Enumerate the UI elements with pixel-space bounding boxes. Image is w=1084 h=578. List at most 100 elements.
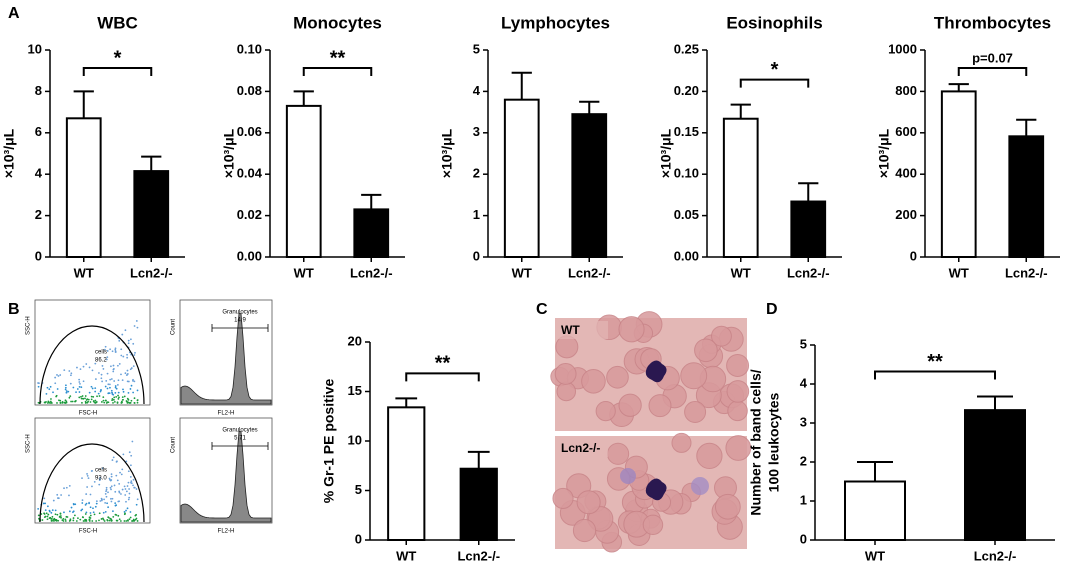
event-dot	[112, 364, 115, 367]
event-dot	[92, 395, 95, 398]
event-dot	[111, 497, 114, 500]
event-dot	[71, 400, 74, 403]
event-dot	[117, 391, 120, 394]
event-dot	[113, 380, 116, 382]
event-dot	[69, 395, 72, 398]
event-dot	[85, 493, 88, 495]
y-axis-label: ×10³/μL	[876, 128, 892, 178]
histogram-plot	[179, 299, 273, 406]
significance-bracket	[302, 67, 373, 76]
event-dot	[48, 388, 51, 391]
y-tick-label: 4	[35, 166, 43, 181]
event-dot	[129, 388, 132, 390]
event-dot	[133, 354, 136, 356]
event-dot	[77, 517, 79, 520]
event-dot	[120, 373, 122, 376]
event-dot	[128, 496, 131, 499]
y-tick-label: 15	[348, 383, 362, 398]
y-tick-label: 0	[910, 248, 917, 263]
significance-label: *	[771, 59, 779, 81]
event-dot	[76, 388, 79, 390]
event-dot	[127, 498, 130, 501]
event-dot	[56, 388, 59, 390]
event-dot	[136, 498, 139, 501]
event-dot	[46, 402, 49, 404]
event-dot	[117, 514, 120, 517]
event-dot	[118, 482, 121, 485]
event-dot	[78, 396, 81, 399]
event-dot	[96, 395, 98, 398]
event-dot	[89, 401, 92, 403]
y-tick-label: 5	[800, 336, 807, 351]
event-dot	[107, 392, 110, 395]
bar	[65, 117, 102, 258]
event-dot	[95, 401, 98, 404]
event-dot	[48, 510, 51, 513]
event-dot	[104, 501, 107, 504]
event-dot	[73, 514, 76, 517]
x-tick-label: WT	[512, 265, 532, 280]
y-tick-label: 0.25	[674, 41, 699, 56]
event-dot	[57, 375, 60, 377]
event-dot	[124, 329, 127, 332]
event-dot	[74, 503, 77, 506]
y-tick-label: 6	[35, 124, 42, 139]
event-dot	[70, 506, 73, 509]
event-dot	[72, 503, 75, 506]
event-dot	[133, 397, 136, 400]
red-cell	[648, 394, 672, 418]
event-dot	[126, 397, 129, 400]
bar	[940, 90, 977, 259]
event-dot	[101, 498, 103, 501]
red-cell	[552, 487, 574, 509]
red-cell	[726, 380, 750, 403]
marker-label: Granulocytes	[222, 310, 257, 316]
event-dot	[102, 368, 105, 370]
event-dot	[127, 481, 130, 484]
red-cell	[642, 514, 664, 536]
event-dot	[121, 333, 124, 336]
x-tick-label: Lcn2-/-	[350, 265, 393, 280]
event-dot	[85, 511, 88, 514]
event-dot	[84, 401, 87, 404]
event-dot	[92, 400, 95, 402]
event-dot	[135, 488, 138, 490]
event-dot	[126, 519, 129, 522]
x-tick-label: WT	[949, 265, 969, 280]
event-dot	[56, 493, 59, 496]
significance-label: p=0.07	[972, 50, 1013, 65]
event-dot	[54, 382, 57, 385]
y-axis-label: 100 leukocytes	[766, 392, 782, 492]
x-tick-label: Lcn2-/-	[457, 548, 500, 563]
event-dot	[86, 486, 89, 488]
event-dot	[86, 401, 89, 404]
event-dot	[129, 338, 132, 341]
event-dot	[106, 502, 109, 505]
marker-value: 14.9	[234, 318, 246, 324]
event-dot	[42, 502, 45, 505]
event-dot	[114, 391, 117, 394]
histogram	[180, 313, 272, 405]
event-dot	[56, 402, 58, 404]
y-tick-label: 2	[35, 207, 42, 222]
event-dot	[116, 401, 119, 404]
event-dot	[54, 376, 57, 379]
gate	[39, 325, 145, 405]
red-cell	[680, 362, 708, 390]
event-dot	[92, 507, 94, 510]
bar	[133, 170, 170, 258]
event-dot	[105, 379, 108, 382]
event-dot	[91, 485, 93, 488]
event-dot	[94, 378, 97, 380]
event-dot	[135, 503, 138, 506]
event-dot	[102, 511, 105, 514]
event-dot	[76, 366, 78, 369]
bar	[387, 406, 426, 541]
event-dot	[120, 402, 123, 404]
y-tick-label: 3	[473, 124, 480, 139]
red-cell	[606, 442, 630, 465]
event-dot	[131, 440, 134, 443]
event-dot	[110, 389, 113, 392]
y-tick-label: 0.10	[237, 41, 262, 56]
event-dot	[113, 484, 116, 487]
